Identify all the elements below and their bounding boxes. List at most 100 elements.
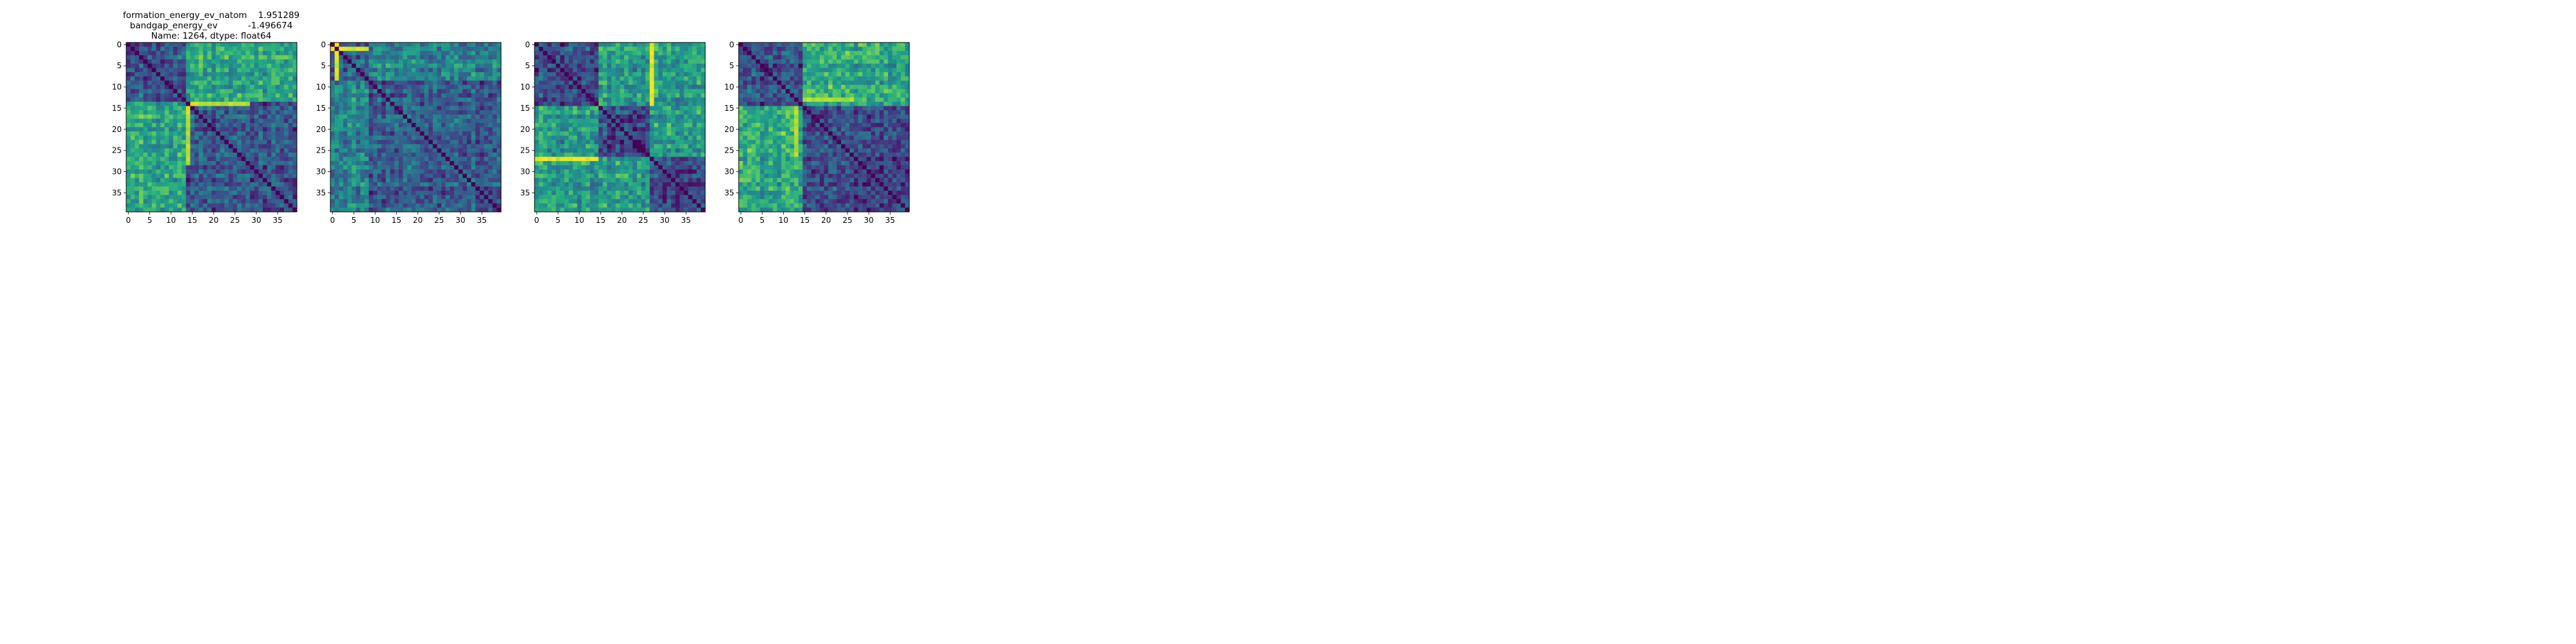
- heatmap-cell: [484, 186, 489, 191]
- heatmap-cell: [279, 178, 285, 183]
- heatmap-cell: [402, 131, 408, 136]
- heatmap-cell: [632, 89, 638, 94]
- heatmap-cell: [292, 93, 298, 98]
- heatmap-cell: [203, 199, 208, 204]
- heatmap-cell: [267, 131, 272, 136]
- heatmap-cell: [156, 148, 161, 153]
- heatmap-cell: [641, 110, 646, 115]
- heatmap-cell: [479, 127, 484, 132]
- heatmap-cell: [135, 46, 140, 52]
- heatmap-cell: [441, 122, 446, 128]
- heatmap-cell: [198, 68, 204, 73]
- heatmap-cell: [662, 131, 667, 136]
- heatmap-cell: [343, 55, 348, 60]
- heatmap-cell: [701, 76, 706, 81]
- heatmap-cell: [471, 63, 476, 68]
- heatmap-cell: [441, 46, 446, 52]
- heatmap-cell: [535, 191, 539, 196]
- heatmap-cell: [211, 203, 216, 208]
- heatmap-cell: [386, 191, 391, 196]
- heatmap-cell: [415, 140, 421, 145]
- heatmap-cell: [581, 97, 586, 102]
- heatmap-cell: [237, 89, 242, 94]
- heatmap-cell: [551, 140, 556, 145]
- heatmap-cell: [147, 152, 153, 157]
- heatmap-cell: [250, 199, 255, 204]
- heatmap-cell: [632, 173, 638, 178]
- heatmap-cell: [428, 140, 433, 145]
- heatmap-cell: [211, 118, 216, 124]
- heatmap-cell: [347, 63, 352, 68]
- heatmap-cell: [126, 46, 131, 52]
- heatmap-cell: [679, 84, 685, 90]
- heatmap-cell: [216, 127, 221, 132]
- heatmap-cell: [441, 144, 446, 149]
- heatmap-cell: [654, 191, 659, 196]
- heatmap-cell: [399, 110, 403, 115]
- heatmap-cell: [365, 63, 369, 68]
- heatmap-cell: [543, 43, 548, 47]
- heatmap-cell: [254, 131, 259, 136]
- heatmap-cell: [343, 114, 348, 119]
- heatmap-cell: [671, 148, 676, 153]
- heatmap-cell: [662, 182, 667, 187]
- heatmap-cell: [649, 152, 654, 157]
- heatmap-cell: [645, 148, 650, 153]
- heatmap-cell: [598, 173, 603, 178]
- heatmap-cell: [594, 173, 599, 178]
- y-tick-label: 0: [321, 40, 326, 49]
- heatmap-cell: [645, 144, 650, 149]
- heatmap-cell: [377, 173, 382, 178]
- heatmap-cell: [211, 161, 216, 166]
- heatmap-cell: [368, 84, 374, 90]
- heatmap-cell: [632, 165, 638, 170]
- heatmap-cell: [194, 182, 199, 187]
- heatmap-cell: [692, 110, 697, 115]
- heatmap-cell: [386, 182, 391, 187]
- heatmap-cell: [334, 118, 339, 124]
- heatmap-cell: [768, 51, 773, 56]
- heatmap-cell: [173, 55, 178, 60]
- heatmap-cell: [475, 194, 480, 200]
- heatmap-cell: [267, 194, 272, 200]
- heatmap-cell: [241, 43, 246, 47]
- heatmap-cell: [411, 182, 416, 187]
- heatmap-cell: [454, 72, 459, 77]
- heatmap-cell: [564, 199, 569, 204]
- heatmap-cell: [203, 118, 208, 124]
- heatmap-cell: [355, 68, 361, 73]
- heatmap-cell: [169, 106, 174, 111]
- heatmap-cell: [143, 148, 148, 153]
- heatmap-cell: [185, 173, 191, 178]
- heatmap-cell: [292, 97, 298, 102]
- heatmap-cell: [683, 131, 688, 136]
- heatmap-cell: [173, 161, 178, 166]
- heatmap-cell: [381, 59, 386, 64]
- heatmap-cell: [271, 43, 276, 47]
- heatmap-cell: [151, 114, 156, 119]
- heatmap-cell: [590, 148, 595, 153]
- heatmap-cell: [615, 63, 620, 68]
- heatmap-cell: [420, 89, 425, 94]
- heatmap-cell: [411, 118, 416, 124]
- heatmap-cell: [258, 118, 263, 124]
- heatmap-cell: [547, 93, 552, 98]
- heatmap-cell: [250, 72, 255, 77]
- heatmap-cell: [407, 84, 412, 90]
- heatmap-cell: [365, 118, 369, 124]
- heatmap-cell: [492, 76, 497, 81]
- heatmap-cell: [245, 106, 251, 111]
- heatmap-cell: [211, 59, 216, 64]
- heatmap-cell: [271, 59, 276, 64]
- heatmap-cell: [377, 46, 382, 52]
- heatmap-cell: [564, 135, 569, 140]
- heatmap-cell: [271, 135, 276, 140]
- heatmap-cell: [173, 106, 178, 111]
- heatmap-cell: [151, 80, 156, 86]
- heatmap-cell: [581, 186, 586, 191]
- heatmap-cell: [237, 106, 242, 111]
- heatmap-cell: [585, 173, 591, 178]
- x-tick-label: 20: [617, 216, 627, 225]
- heatmap-cell: [683, 97, 688, 102]
- heatmap-cell: [547, 127, 552, 132]
